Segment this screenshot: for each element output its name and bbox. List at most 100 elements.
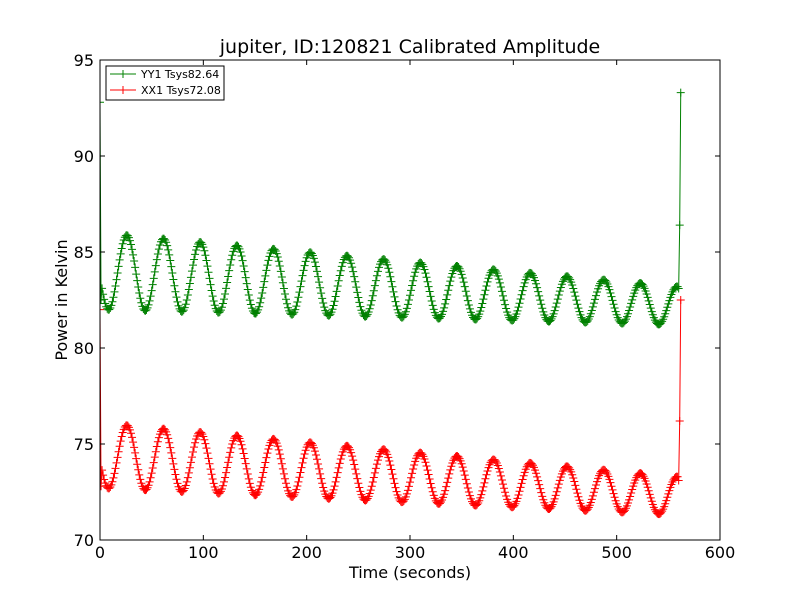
data-point bbox=[162, 238, 171, 247]
data-point bbox=[300, 450, 309, 459]
x-tick-label: 400 bbox=[498, 543, 529, 562]
data-point bbox=[330, 297, 339, 306]
data-point bbox=[422, 462, 431, 471]
data-point bbox=[184, 468, 193, 477]
data-point bbox=[658, 507, 667, 516]
data-point bbox=[404, 295, 413, 304]
data-point bbox=[243, 470, 252, 479]
x-tick-label: 600 bbox=[705, 543, 736, 562]
data-point bbox=[170, 465, 179, 474]
data-point bbox=[135, 470, 144, 479]
data-point bbox=[334, 276, 343, 285]
data-point bbox=[114, 447, 123, 456]
data-point bbox=[240, 454, 249, 463]
data-point bbox=[294, 477, 303, 486]
data-point bbox=[571, 481, 580, 490]
data-point bbox=[387, 277, 396, 286]
data-point bbox=[182, 296, 191, 305]
data-point bbox=[125, 236, 134, 245]
data-point bbox=[425, 475, 434, 484]
data-point bbox=[570, 288, 579, 297]
data-point bbox=[590, 295, 599, 304]
data-point bbox=[583, 505, 592, 514]
data-point bbox=[362, 311, 371, 320]
data-point bbox=[531, 466, 540, 475]
data-point bbox=[587, 306, 596, 315]
data-point bbox=[320, 303, 329, 312]
data-point bbox=[531, 276, 540, 285]
data-point bbox=[391, 483, 400, 492]
data-point bbox=[462, 291, 471, 300]
data-point bbox=[311, 450, 320, 459]
data-point bbox=[446, 465, 455, 474]
data-point bbox=[662, 306, 671, 315]
data-point bbox=[203, 449, 212, 458]
data-point bbox=[209, 479, 218, 488]
data-point bbox=[111, 281, 120, 290]
data-point bbox=[246, 300, 255, 309]
data-point bbox=[199, 432, 208, 441]
data-point bbox=[116, 437, 125, 446]
data-point bbox=[264, 444, 273, 453]
data-point bbox=[608, 485, 617, 494]
data-point bbox=[134, 283, 143, 292]
data-point bbox=[368, 291, 377, 300]
data-point bbox=[307, 439, 316, 448]
data-point bbox=[233, 241, 242, 250]
data-point bbox=[410, 461, 419, 470]
data-point bbox=[100, 466, 107, 475]
data-point bbox=[183, 473, 192, 482]
data-point bbox=[292, 485, 301, 494]
data-point bbox=[148, 280, 157, 289]
data-point bbox=[626, 303, 635, 312]
data-point bbox=[443, 478, 452, 487]
data-point bbox=[459, 466, 468, 475]
data-point bbox=[605, 285, 614, 294]
data-point bbox=[367, 296, 376, 305]
data-point bbox=[444, 474, 453, 483]
data-point bbox=[674, 476, 683, 485]
data-point bbox=[130, 256, 139, 265]
data-point bbox=[609, 489, 618, 498]
data-point bbox=[494, 464, 503, 473]
data-point bbox=[242, 464, 251, 473]
data-point bbox=[134, 465, 143, 474]
data-point bbox=[461, 287, 470, 296]
data-point bbox=[205, 274, 214, 283]
data-point bbox=[406, 291, 414, 300]
data-point bbox=[513, 306, 522, 315]
data-point bbox=[572, 296, 581, 305]
data-point bbox=[437, 498, 445, 507]
data-point bbox=[426, 292, 435, 301]
data-point bbox=[421, 269, 430, 278]
data-point bbox=[240, 267, 249, 276]
data-point bbox=[435, 313, 444, 322]
data-point bbox=[515, 299, 524, 308]
data-point bbox=[568, 281, 577, 290]
data-point bbox=[499, 291, 507, 300]
data-point bbox=[200, 246, 209, 255]
data-point bbox=[185, 279, 194, 288]
data-point bbox=[310, 447, 319, 456]
data-point bbox=[282, 479, 290, 488]
data-point bbox=[187, 453, 196, 462]
data-point bbox=[220, 295, 228, 304]
data-point bbox=[553, 295, 562, 304]
data-point bbox=[457, 459, 466, 468]
data-point bbox=[319, 483, 328, 492]
legend-marker bbox=[119, 86, 127, 94]
data-point bbox=[497, 287, 506, 296]
data-point bbox=[568, 470, 577, 479]
data-point bbox=[428, 487, 437, 496]
data-point bbox=[224, 272, 233, 281]
data-point bbox=[163, 241, 172, 250]
data-point bbox=[165, 438, 174, 447]
data-point bbox=[518, 286, 527, 295]
data-point bbox=[225, 266, 234, 275]
data-point bbox=[185, 463, 194, 472]
data-point bbox=[142, 305, 151, 314]
data-point bbox=[310, 258, 319, 267]
data-point bbox=[334, 463, 343, 472]
data-point bbox=[228, 251, 237, 260]
